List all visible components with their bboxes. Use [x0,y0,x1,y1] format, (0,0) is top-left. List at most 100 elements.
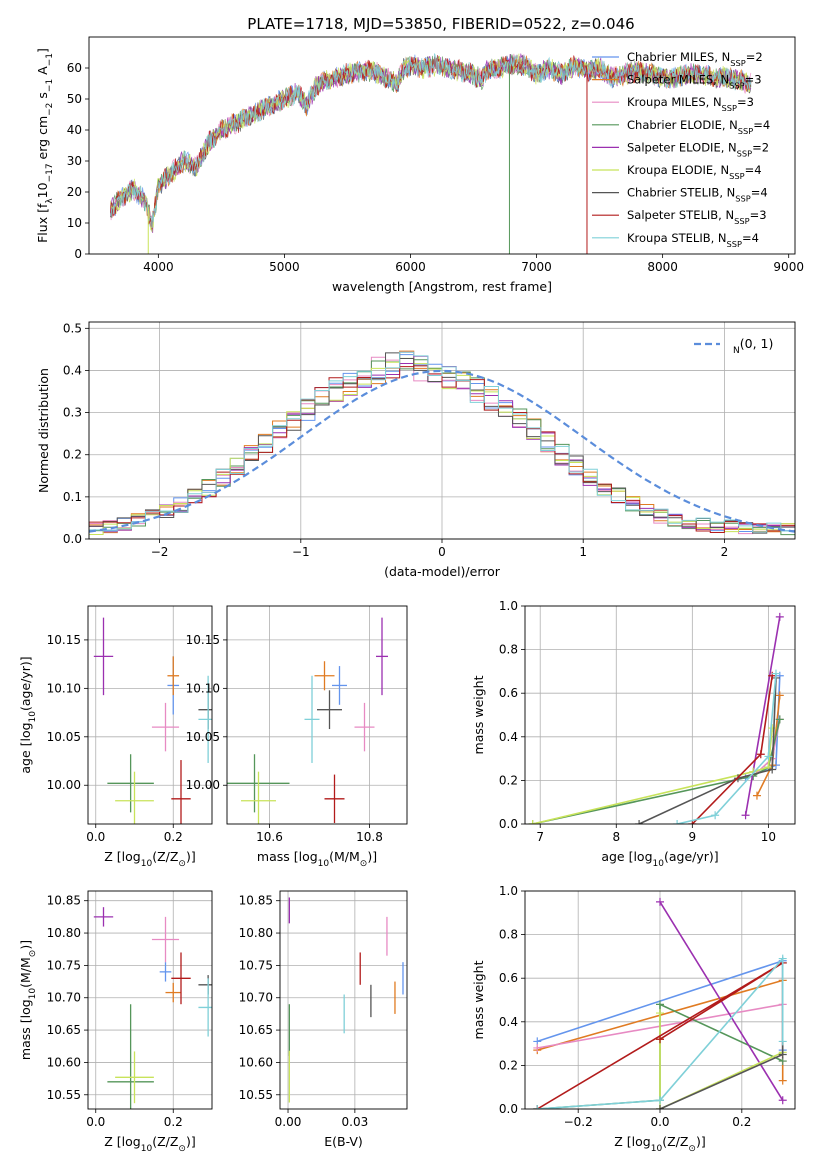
x-axis-label: Z [log10(Z/Z⊙)] [104,849,195,869]
y-tick-label: 10.00 [186,778,220,792]
x-tick-label: 2 [721,545,729,559]
y-tick-label: 10.65 [239,1023,273,1037]
x-tick-label: 0.2 [164,1115,183,1129]
y-tick-label: 0.4 [63,363,82,377]
weight-marker [656,1035,664,1044]
x-axis-label: wavelength [Angstrom, rest frame] [332,279,552,294]
weight-marker [778,1096,787,1105]
x-tick-label: 4000 [143,260,174,274]
x-axis-label: Z [log10(Z/Z⊙)] [104,1134,195,1154]
x-tick-label: 0.03 [342,1115,369,1129]
y-tick-label: 10.55 [239,1088,273,1102]
x-tick-label: −2 [151,545,169,559]
y-tick-label: 0.2 [499,773,518,787]
weight-marker [778,954,787,963]
y-tick-label: 10.60 [239,1055,273,1069]
y-tick-label: 10.70 [47,991,81,1005]
y-tick-label: 40 [67,123,82,137]
plot-area [533,897,787,1109]
weight-marker [775,671,784,680]
y-axis-label: mass weight [471,960,486,1039]
plot-area [93,617,212,824]
y-tick-label: 10.85 [47,894,81,908]
x-tick-label: 7000 [521,260,552,274]
x-tick-label: 0.2 [164,830,183,844]
weight-line [537,956,784,1109]
y-tick-label: 0.3 [63,406,82,420]
y-tick-label: 60 [67,61,82,75]
normal-curve [89,369,795,533]
legend-label: Kroupa MILES, NSSP=3 [627,95,754,113]
axes: 0.0 0.2 10.00 10.05 10.10 10.15 Z [log10(Z/Z⊙)… [18,605,213,869]
weight-marker [711,811,720,820]
y-tick-label: 10.80 [47,926,81,940]
y-tick-label: 10.15 [186,633,220,647]
weight-marker [778,1037,787,1046]
legend-label: Kroupa ELODIE, NSSP=4 [627,163,762,181]
x-tick-label: 9000 [773,260,804,274]
weight-marker [533,1043,542,1052]
plot-area [110,52,752,254]
y-tick-label: 10.75 [239,958,273,972]
weight-marker [673,820,682,824]
axes-frame [279,890,408,1110]
y-axis-label: mass weight [471,675,486,754]
weight-line [691,675,773,824]
axes-frame [524,890,796,1110]
x-tick-label: −1 [292,545,310,559]
weight-marker [752,791,761,800]
axes: −0.2 0.0 0.2 0.0 0.2 0.4 0.6 0.8 1.0 Z [log10(Z/Z… [471,884,796,1154]
weight-marker [778,1050,787,1059]
weight-marker [656,1105,664,1109]
weight-marker [656,897,664,906]
y-tick-label: 0.1 [63,490,82,504]
y-tick-label: 10.85 [239,894,273,908]
axes: 0.00 0.03 10.55 10.60 10.65 10.70 10.75 10.80 10… [239,890,408,1149]
legend-label: Chabrier MILES, NSSP=2 [627,50,763,68]
x-tick-label: 9 [689,830,697,844]
y-tick-label: 10.05 [186,730,220,744]
weight-line [659,1013,784,1109]
weight-marker [656,1000,664,1009]
histogram-step [89,351,795,539]
x-tick-label: 0.0 [86,830,105,844]
x-tick-label: 8 [612,830,620,844]
plot-area [89,350,795,539]
weight-line [638,677,777,824]
y-tick-label: 10.10 [186,681,220,695]
x-tick-label: −0.2 [564,1115,593,1129]
y-tick-label: 10.75 [47,958,81,972]
weight-marker [775,691,784,700]
axes-frame [87,890,213,1110]
x-axis-label: Z [log10(Z/Z⊙)] [614,1134,705,1154]
axes: 10.6 10.8 10.00 10.05 10.10 10.15 mass [log10(… [186,605,408,869]
axes-frame [524,605,796,825]
legend-label: Chabrier STELIB, NSSP=4 [627,186,768,204]
y-tick-label: 10.15 [47,633,81,647]
x-tick-label: 6000 [395,260,426,274]
x-axis-label: (data-model)/error [384,564,501,579]
y-axis-label: Flux [fλ10−17 erg cm−2 s−1 A−1] [35,48,55,243]
weight-marker [771,669,780,678]
y-tick-label: 10 [67,216,82,230]
y-tick-label: 30 [67,154,82,168]
weight-line [532,728,773,824]
legend: Chabrier MILES, NSSP=2 Salpeter MILES, NS… [592,50,770,249]
y-tick-label: 0.5 [63,321,82,335]
legend-label: N(0, 1) [733,336,773,356]
x-tick-label: 5000 [269,260,300,274]
plot-area [288,897,404,1103]
weight-marker [656,1009,664,1018]
y-tick-label: 0.8 [499,928,518,942]
y-axis-label: mass [log10(M/M⊙)] [18,940,38,1060]
spectrum-line [110,52,752,229]
y-tick-label: 0 [74,247,82,261]
plot-area [227,617,388,824]
y-tick-label: 0.0 [63,532,82,546]
x-tick-label: 10.8 [356,830,383,844]
y-tick-label: 0.2 [499,1058,518,1072]
x-tick-label: 0.00 [275,1115,302,1129]
weight-marker [741,811,750,820]
weight-marker [768,765,777,774]
